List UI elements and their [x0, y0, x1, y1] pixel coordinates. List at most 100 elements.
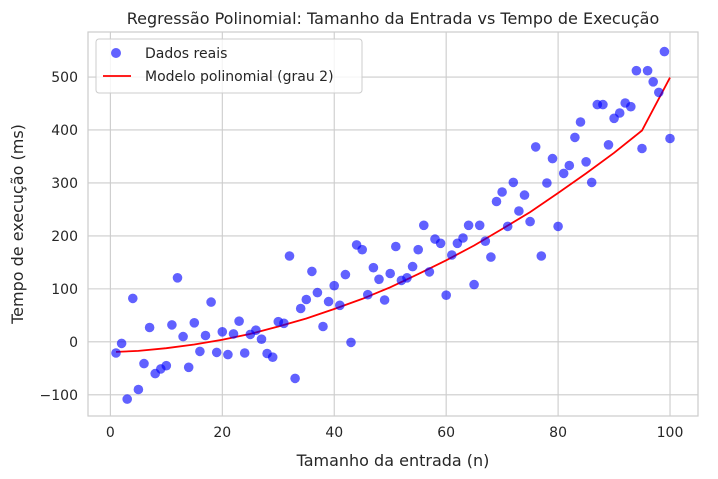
data-point [564, 160, 575, 171]
data-point [547, 153, 558, 164]
y-tick-label: 500 [51, 70, 78, 86]
data-point [256, 334, 267, 345]
data-point [631, 65, 642, 76]
data-point [335, 300, 345, 311]
data-point [116, 338, 127, 349]
data-point [239, 348, 250, 358]
data-point [502, 221, 513, 232]
y-tick-label: 100 [51, 282, 78, 298]
data-point [284, 251, 295, 261]
y-tick-label: 200 [51, 229, 78, 245]
data-point [234, 316, 244, 327]
data-point [128, 293, 138, 304]
data-point [463, 220, 474, 231]
data-point [391, 241, 401, 252]
x-tick-label: 0 [106, 425, 115, 441]
data-point [598, 99, 608, 110]
data-point [665, 133, 675, 144]
data-point [659, 46, 670, 57]
regression-line [115, 77, 671, 353]
data-point [435, 238, 446, 249]
data-point [178, 331, 188, 342]
y-tick-label: 300 [51, 176, 78, 192]
data-point [581, 157, 591, 167]
data-point [514, 206, 524, 216]
data-point [447, 250, 457, 260]
data-point [307, 266, 317, 277]
x-tick-label: 100 [657, 425, 684, 441]
data-point [637, 143, 647, 154]
legend-label-scatter: Dados reais [145, 46, 227, 62]
y-tick-label: −100 [40, 388, 78, 404]
x-tick-label: 20 [213, 425, 231, 441]
data-point [363, 289, 373, 300]
data-point [133, 384, 144, 395]
data-point [290, 373, 300, 384]
data-point [267, 352, 278, 363]
chart-title: Regressão Polinomial: Tamanho da Entrada… [127, 9, 660, 28]
y-tick-label: 0 [69, 335, 78, 351]
data-point [167, 320, 177, 330]
x-tick-label: 40 [325, 425, 343, 441]
point-layer [111, 46, 675, 404]
data-point [654, 87, 664, 98]
data-point [217, 327, 228, 337]
data-point [419, 220, 429, 231]
data-point [279, 318, 289, 329]
data-point [329, 280, 340, 291]
data-point [318, 321, 328, 332]
data-point [206, 297, 216, 307]
data-point [603, 140, 614, 150]
data-point [223, 349, 233, 360]
data-point [340, 269, 351, 280]
data-point [519, 190, 530, 200]
data-point [139, 358, 149, 369]
data-point [558, 168, 569, 179]
data-point [570, 132, 580, 143]
plot-frame [87, 31, 699, 417]
data-point [144, 322, 155, 333]
data-point [161, 360, 172, 371]
legend: Dados reais Modelo polinomial (grau 2) [95, 38, 363, 94]
data-point [402, 273, 412, 283]
y-axis-title: Tempo de execução (ms) [8, 124, 27, 325]
y-tick-label: 400 [51, 123, 78, 139]
x-tick-label: 80 [549, 425, 567, 441]
data-point [323, 296, 334, 307]
data-point [648, 77, 658, 87]
data-point [111, 348, 121, 358]
data-point [542, 178, 552, 188]
line-layer [115, 77, 671, 353]
tick-layer: 0 20 40 60 80 100 −100 0 100 200 300 400 500 [40, 70, 684, 441]
data-point [228, 329, 239, 339]
data-point [407, 261, 418, 272]
data-point [469, 279, 479, 290]
data-point [346, 337, 356, 348]
data-point [525, 216, 535, 227]
data-point [575, 117, 586, 127]
data-point [614, 108, 625, 118]
data-point [251, 325, 261, 336]
data-point [474, 220, 485, 231]
data-point [626, 101, 636, 112]
data-point [312, 287, 323, 298]
data-point [642, 65, 653, 76]
data-point [183, 362, 194, 373]
data-point [195, 346, 205, 357]
x-tick-label: 60 [437, 425, 455, 441]
data-point [122, 394, 132, 404]
x-axis-title: Tamanho da entrada (n) [296, 451, 490, 470]
data-point [211, 347, 222, 358]
data-point [480, 236, 491, 246]
data-point [295, 303, 306, 314]
data-point [200, 330, 211, 341]
data-point [553, 221, 563, 232]
data-point [486, 252, 496, 262]
data-point [189, 318, 200, 328]
data-point [357, 244, 368, 255]
data-point [374, 274, 384, 285]
data-point [508, 177, 519, 188]
data-point [497, 187, 507, 197]
data-point [441, 290, 452, 301]
